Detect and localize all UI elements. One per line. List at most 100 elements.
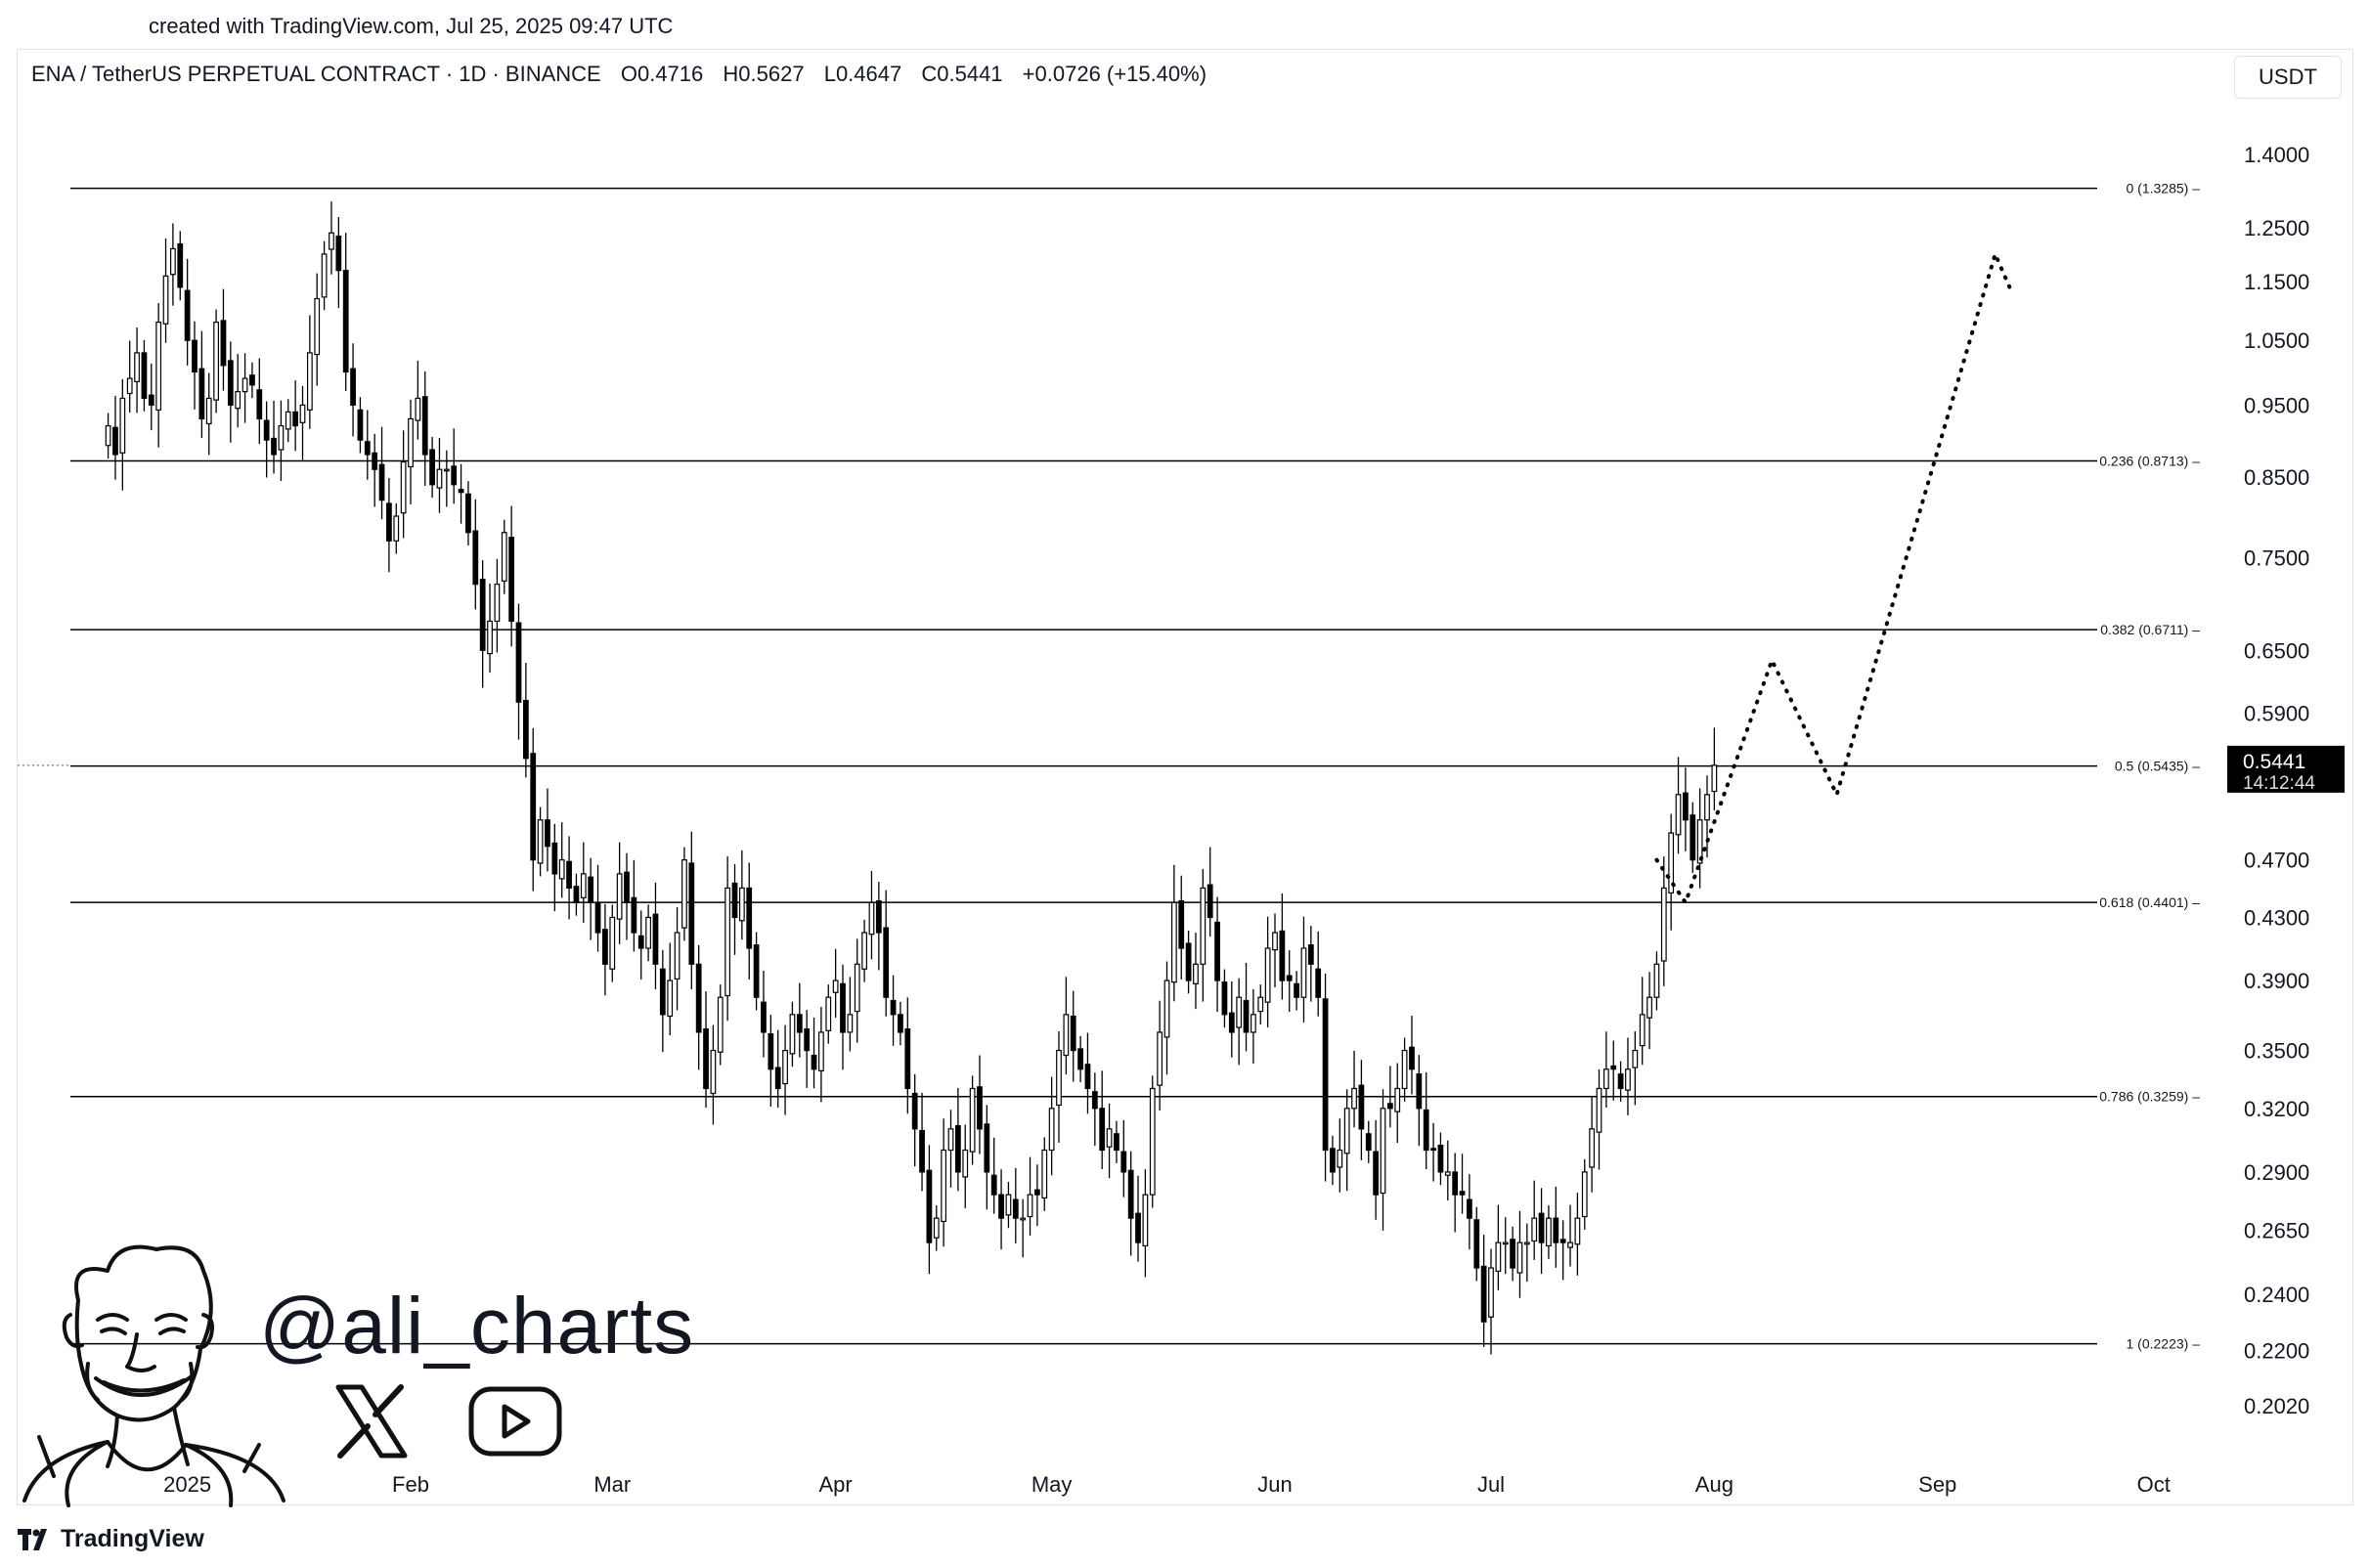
candle-197 [1523, 1223, 1530, 1283]
price-tick: 0.2200 [2244, 1339, 2309, 1364]
candle-114 [926, 1145, 933, 1275]
candle-159 [1251, 988, 1256, 1064]
candle-87 [731, 863, 738, 955]
candle-181 [1409, 1016, 1415, 1095]
time-tick: Mar [593, 1472, 631, 1497]
candle-62 [551, 823, 558, 912]
candle-168 [1315, 931, 1322, 1017]
price-tick: 0.2400 [2244, 1283, 2309, 1307]
candle-101 [832, 948, 839, 1019]
candle-189 [1467, 1174, 1472, 1250]
time-tick: Jul [1477, 1472, 1505, 1497]
candle-50 [465, 481, 471, 546]
candle-149 [1178, 875, 1185, 980]
candle-93 [774, 1029, 781, 1109]
candle-22 [263, 401, 270, 478]
candle-100 [825, 984, 832, 1044]
candle-95 [789, 1001, 796, 1067]
candle-84 [710, 1024, 717, 1125]
candle-65 [573, 873, 580, 916]
candle-191 [1480, 1235, 1487, 1347]
candle-66 [580, 842, 587, 924]
candle-118 [954, 1087, 961, 1192]
candle-195 [1510, 1226, 1515, 1282]
candle-138 [1099, 1070, 1106, 1170]
candle-47 [443, 450, 450, 507]
candle-8 [162, 238, 169, 343]
price-tick: 0.2020 [2244, 1394, 2309, 1418]
candle-89 [746, 862, 753, 980]
youtube-icon[interactable] [467, 1383, 563, 1459]
candle-85 [717, 984, 724, 1066]
candle-170 [1330, 1135, 1336, 1186]
candle-213 [1639, 977, 1646, 1066]
currency-button[interactable]: USDT [2234, 56, 2342, 99]
candle-141 [1120, 1119, 1127, 1198]
price-tick: 1.0500 [2244, 328, 2309, 353]
tradingview-mark-icon [18, 1528, 47, 1550]
candle-44 [421, 370, 428, 487]
ohlc-change: +0.0726 (+15.40%) [1022, 62, 1207, 86]
candle-119 [962, 1124, 969, 1208]
candle-148 [1170, 864, 1177, 1002]
ohlc-open: O0.4716 [620, 62, 704, 86]
price-tick: 0.3200 [2244, 1097, 2309, 1121]
candle-134 [1070, 990, 1076, 1082]
candle-49 [458, 463, 464, 524]
price-axis[interactable]: 1.4000 1.2500 1.1500 1.0500 0.9500 0.8500 0.75… [2227, 143, 2345, 1418]
candle-155 [1221, 969, 1228, 1028]
time-tick: Sep [1918, 1472, 1956, 1497]
candle-31 [329, 200, 334, 275]
candle-73 [631, 859, 637, 952]
candle-55 [501, 519, 507, 594]
candle-35 [357, 397, 364, 454]
candle-25 [285, 399, 291, 443]
candle-113 [919, 1092, 925, 1192]
price-tick: 0.3500 [2244, 1039, 2309, 1064]
candle-174 [1358, 1060, 1365, 1160]
price-tick: 0.2650 [2244, 1219, 2309, 1243]
candle-16 [220, 288, 227, 391]
candle-83 [703, 991, 709, 1109]
candle-80 [681, 847, 687, 941]
candle-109 [890, 975, 897, 1046]
candle-110 [898, 1001, 903, 1046]
candle-53 [487, 583, 493, 674]
fib-label-3: 0.5 (0.5435) – [2115, 759, 2200, 774]
x-logo-icon[interactable] [332, 1383, 411, 1459]
candle-192 [1488, 1248, 1494, 1355]
candle-183 [1423, 1071, 1429, 1170]
candle-133 [1063, 977, 1070, 1075]
candle-7 [155, 303, 162, 448]
candle-176 [1373, 1119, 1380, 1220]
candle-190 [1473, 1206, 1480, 1282]
candle-68 [594, 864, 601, 952]
candle-92 [768, 1015, 774, 1108]
symbol-title[interactable]: ENA / TetherUS PERPETUAL CONTRACT · 1D ·… [31, 62, 601, 86]
fib-label-6: 1 (0.2223) – [2127, 1336, 2201, 1352]
candle-116 [941, 1118, 947, 1247]
candle-21 [256, 358, 263, 445]
candle-19 [241, 353, 248, 423]
candle-200 [1546, 1205, 1552, 1259]
candle-122 [984, 1105, 990, 1210]
time-tick: Apr [819, 1472, 853, 1497]
candle-76 [652, 882, 659, 990]
candle-147 [1163, 961, 1170, 1075]
candle-77 [659, 949, 666, 1053]
time-tick: 2025 [163, 1472, 211, 1497]
candle-157 [1236, 978, 1243, 1066]
candle-179 [1394, 1063, 1401, 1144]
candle-193 [1495, 1204, 1502, 1290]
candle-172 [1343, 1089, 1350, 1192]
candle-128 [1027, 1156, 1033, 1237]
candle-209 [1610, 1040, 1617, 1101]
candle-24 [278, 400, 285, 482]
time-axis[interactable]: 2025 Feb Mar Apr May Jun Jul Aug Sep Oct [163, 1472, 2171, 1497]
candle-70 [609, 904, 616, 982]
time-tick: Jun [1257, 1472, 1292, 1497]
candle-132 [1056, 1031, 1062, 1143]
candle-88 [738, 849, 745, 940]
tradingview-logo[interactable]: TradingView [18, 1525, 204, 1553]
